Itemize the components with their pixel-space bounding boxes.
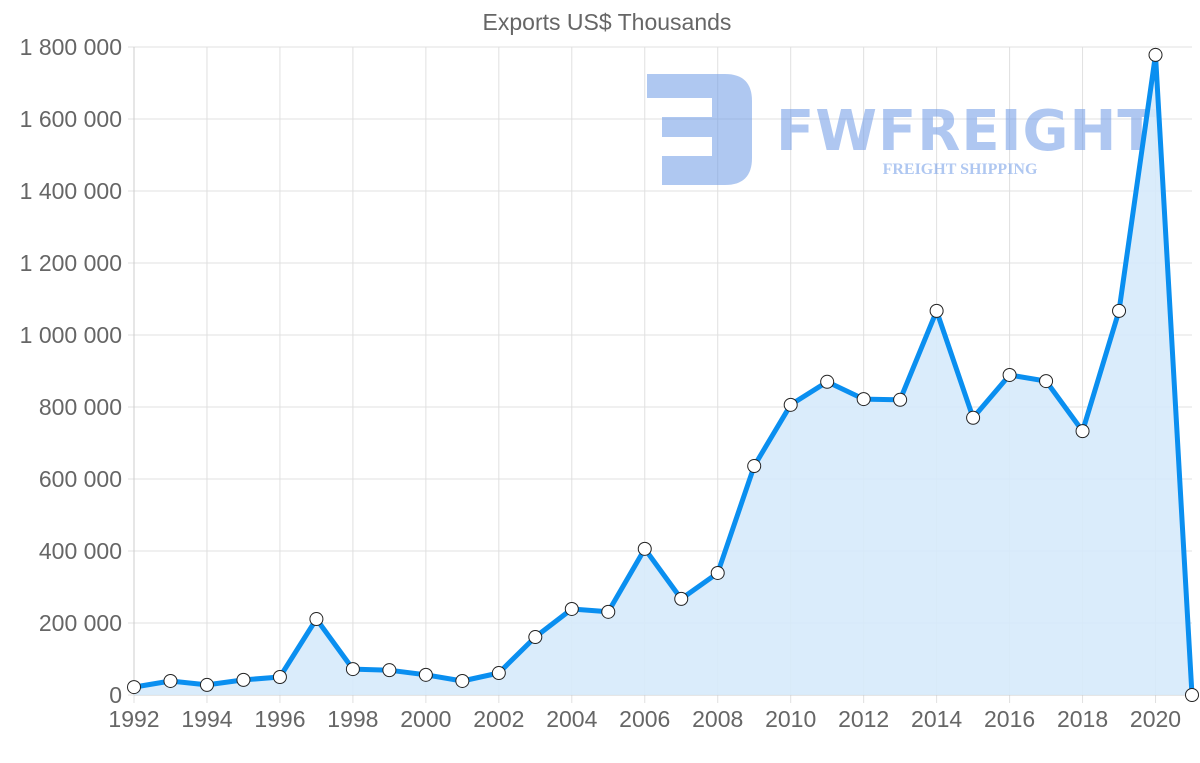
data-point[interactable] [1002,367,1017,382]
data-point[interactable] [783,397,798,412]
data-point[interactable] [163,673,178,688]
x-tick-label: 1992 [108,706,159,732]
data-point[interactable] [564,601,579,616]
y-tick-label: 200 000 [39,610,122,636]
x-tick-label: 2002 [473,706,524,732]
data-point[interactable] [382,663,397,678]
data-point[interactable] [820,374,835,389]
data-point[interactable] [637,541,652,556]
data-point[interactable] [1075,424,1090,439]
data-point[interactable] [199,677,214,692]
y-tick-label: 1 200 000 [20,250,122,276]
x-tick-label: 2014 [911,706,962,732]
fwfreight-logo-icon [647,74,752,185]
data-point[interactable] [674,591,689,606]
data-point[interactable] [856,392,871,407]
watermark-tagline: FREIGHT SHIPPING [883,161,1038,178]
x-tick-label: 2000 [400,706,451,732]
data-point[interactable] [418,667,433,682]
x-tick-label: 2008 [692,706,743,732]
y-tick-label: 1 400 000 [20,178,122,204]
x-tick-label: 1996 [254,706,305,732]
x-tick-label: 2012 [838,706,889,732]
x-axis-ticks: 1992 1994 1996 1998 2000 2002 2004 2006 2008 2010… [108,706,1181,732]
x-tick-label: 2018 [1057,706,1108,732]
y-tick-label: 0 [109,682,122,708]
data-point[interactable] [710,565,725,580]
x-tick-label: 1994 [181,706,232,732]
watermark-brand: FWFREIGHT [776,99,1157,164]
data-point[interactable] [893,392,908,407]
y-tick-label: 800 000 [39,394,122,420]
x-tick-label: 2006 [619,706,670,732]
data-point[interactable] [966,410,981,425]
data-point[interactable] [309,612,324,627]
data-point[interactable] [272,670,287,684]
y-tick-label: 600 000 [39,466,122,492]
data-point[interactable] [1039,374,1054,389]
x-tick-label: 2010 [765,706,816,732]
x-tick-label: 2016 [984,706,1035,732]
area-fill [134,54,1192,695]
data-point[interactable] [1112,303,1127,318]
data-point[interactable] [1148,47,1163,62]
chart-title: Exports US$ Thousands [483,9,732,35]
y-axis-ticks: 0 200 000 400 000 600 000 800 000 1 000 000 1 … [20,34,122,708]
data-point[interactable] [455,673,470,688]
x-tick-label: 2004 [546,706,597,732]
data-point[interactable] [345,662,360,677]
data-point[interactable] [929,303,944,318]
x-tick-label: 1998 [327,706,378,732]
x-tick-label: 2020 [1130,706,1181,732]
data-point[interactable] [747,459,762,474]
data-point[interactable] [601,604,616,619]
fwfreight-watermark: FWFREIGHT FREIGHT SHIPPING [647,74,1157,185]
y-tick-label: 1 000 000 [20,322,122,348]
data-points [127,47,1199,702]
data-point[interactable] [528,630,543,645]
y-tick-label: 400 000 [39,538,122,564]
data-point[interactable] [1185,688,1199,702]
data-point[interactable] [491,666,506,681]
data-point[interactable] [127,680,141,695]
data-point[interactable] [236,672,251,687]
y-tick-label: 1 800 000 [20,34,122,60]
y-tick-label: 1 600 000 [20,106,122,132]
